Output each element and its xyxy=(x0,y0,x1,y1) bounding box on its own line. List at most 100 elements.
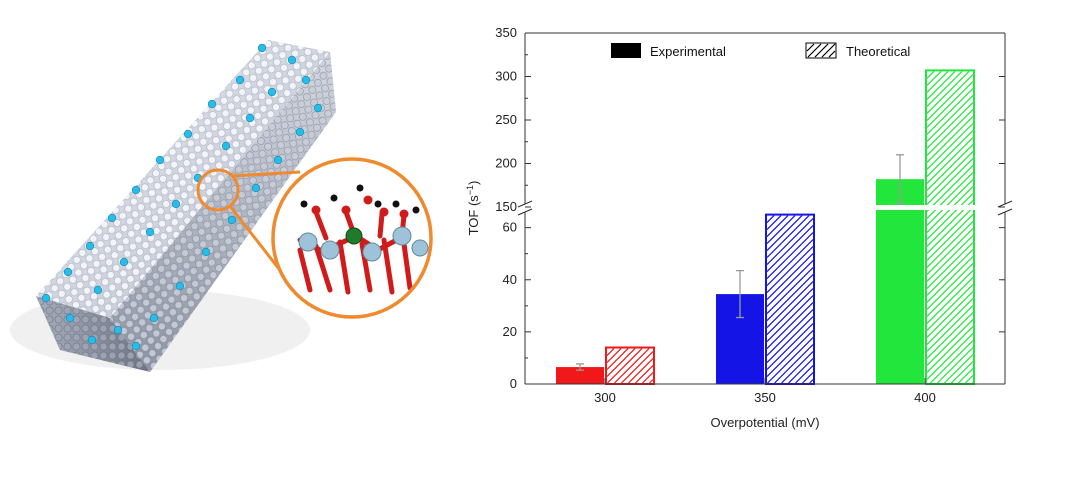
zoom-line-top xyxy=(231,170,301,178)
bar-theoretical-300-hatch-line xyxy=(606,348,622,363)
x-tick-label-350: 350 xyxy=(754,390,776,405)
x-axis-title: Overpotential (mV) xyxy=(710,415,819,430)
bar-theoretical-350-hatch-line xyxy=(809,379,814,384)
bar-theoretical-300-hatch-line xyxy=(607,348,643,384)
bar-theoretical-400-hatch-line xyxy=(926,255,974,303)
bar-theoretical-400-hatch-line xyxy=(926,70,970,114)
bar-theoretical-400-hatch xyxy=(926,70,974,384)
y-tick-label-60: 60 xyxy=(503,220,517,235)
left-break-mark-upper xyxy=(517,200,533,208)
bar-theoretical-400-hatch-line xyxy=(926,122,974,170)
active-site-inset-border xyxy=(271,157,433,319)
bar-theoretical-400-hatch-line xyxy=(926,171,974,219)
bar-theoretical-400-hatch-line xyxy=(926,101,974,149)
bar-theoretical-400-hatch-line xyxy=(926,115,974,163)
axis-break-marks xyxy=(517,200,1013,216)
right-break-mark-upper xyxy=(997,200,1013,208)
legend-swatch-experimental xyxy=(611,43,641,58)
bar-theoretical-400-hatch-line xyxy=(926,213,974,261)
right-break-mark-lower xyxy=(997,208,1013,216)
bar-theoretical-350-hatch-line xyxy=(766,260,814,308)
tof-bar-chart: 0 20 40 60 150 200 250 300 350 300 350 400 Overpot… xyxy=(465,25,1013,430)
bar-theoretical-350-hatch-line xyxy=(766,330,814,378)
bar-theoretical-350-hatch-line xyxy=(774,344,814,384)
bar-theoretical-350-hatch-line xyxy=(766,295,814,343)
bar-theoretical-400-hatch-line xyxy=(926,332,974,380)
y-axis-title-end: ) xyxy=(466,181,481,185)
bar-theoretical-350-hatch-line xyxy=(766,281,814,329)
bar-theoretical-400-hatch-line xyxy=(926,290,974,338)
bar-theoretical-400-hatch-line xyxy=(957,367,974,384)
bar-theoretical-300-hatch-line xyxy=(642,372,654,384)
bar-theoretical-400-hatch-line xyxy=(926,150,974,198)
bar-theoretical-400-hatch-line xyxy=(926,73,974,121)
bar-theoretical-350-hatch-line xyxy=(788,358,814,384)
bar-theoretical-350-hatch-line xyxy=(766,232,814,280)
bar-theoretical-300-hatch-line xyxy=(649,379,654,384)
legend-hatch-line xyxy=(807,43,822,58)
y-tick-label-200: 200 xyxy=(495,156,517,171)
bar-theoretical-350-hatch-line xyxy=(766,316,814,364)
zoom-source-circle xyxy=(196,168,240,212)
bar-theoretical-350-hatch xyxy=(766,215,814,384)
rod-top-atoms xyxy=(36,40,330,318)
bar-theoretical-400-hatch-line xyxy=(926,164,974,212)
y-tick-label-40: 40 xyxy=(503,272,517,287)
bar-theoretical-300-hatch-line xyxy=(628,358,654,384)
bar-theoretical-400-hatch-line xyxy=(926,143,974,191)
left-break-mark-lower xyxy=(517,208,533,216)
bar-theoretical-300-hatch xyxy=(606,348,654,384)
bar-theoretical-400-hatch-line xyxy=(926,136,974,184)
bar-theoretical-400-hatch-line xyxy=(926,311,974,359)
bar-theoretical-400-hatch-line xyxy=(926,262,974,310)
bar-theoretical-350-hatch-line xyxy=(766,215,803,252)
bar-theoretical-350-hatch-line xyxy=(766,239,814,287)
y-tick-label-150.0001: 150 xyxy=(495,199,517,214)
bar-theoretical-400-hatch-line xyxy=(926,318,974,366)
bar-theoretical-350-hatch-line xyxy=(766,323,814,371)
bar-theoretical-400-hatch-line xyxy=(971,381,974,384)
bar-theoretical-350-hatch-line xyxy=(766,215,796,245)
bar-theoretical-400-hatch-line xyxy=(926,325,974,373)
bar-theoretical-350-hatch-line xyxy=(766,225,814,273)
bar-theoretical-300-hatch-line xyxy=(614,348,650,384)
bar-theoretical-400-hatch-line xyxy=(926,87,974,135)
bar-theoretical-350-hatch-line xyxy=(766,309,814,357)
bar-theoretical-300-hatch-line xyxy=(606,348,636,377)
bar-theoretical-400-hatch-line xyxy=(926,108,974,156)
bar-theoretical-300-hatch-line xyxy=(606,348,615,356)
axis-break-gap xyxy=(526,205,1004,210)
bar-theoretical-400-hatch-line xyxy=(926,80,974,128)
chart-marks xyxy=(526,69,1004,385)
x-tick-label-400: 400 xyxy=(914,390,936,405)
y-axis-title-sup: −1 xyxy=(465,185,475,195)
bar-theoretical-400-hatch-line xyxy=(926,70,963,107)
y-tick-label-0: 0 xyxy=(510,376,517,391)
bar-experimental-300 xyxy=(556,367,604,384)
y-axis-title: TOF (s−1) xyxy=(465,181,481,236)
legend-hatch xyxy=(806,43,836,58)
legend-label-experimental: Experimental xyxy=(650,44,726,59)
active-site-structure xyxy=(297,184,429,295)
y-tick-label-300: 300 xyxy=(495,69,517,84)
bar-theoretical-300-hatch-line xyxy=(635,365,654,384)
bar-theoretical-400-hatch-line xyxy=(926,70,942,86)
y-tick-label-250: 250 xyxy=(495,112,517,127)
bar-theoretical-400-hatch-line xyxy=(926,269,974,317)
bar-theoretical-350-hatch-line xyxy=(766,215,810,259)
bar-theoretical-400-hatch-line xyxy=(929,339,974,384)
bar-theoretical-350-hatch-line xyxy=(766,274,814,322)
legend: Experimental Theoretical xyxy=(611,42,910,59)
bar-theoretical-400-hatch-line xyxy=(964,374,974,384)
bar-theoretical-400-hatch-line xyxy=(926,206,974,254)
bar-theoretical-400-hatch-line xyxy=(926,178,974,226)
y-axis-title-main: TOF (s xyxy=(466,195,481,236)
bar-theoretical-400-hatch-line xyxy=(926,304,974,352)
bar-theoretical-400-hatch-line xyxy=(926,234,974,282)
bar-theoretical-400-hatch-line xyxy=(950,360,974,384)
bar-theoretical-350-hatch-line xyxy=(766,215,782,231)
bar-theoretical-400-hatch-line xyxy=(926,276,974,324)
rod-side-atoms xyxy=(110,52,336,372)
x-ticks: 300 350 400 xyxy=(594,378,936,405)
